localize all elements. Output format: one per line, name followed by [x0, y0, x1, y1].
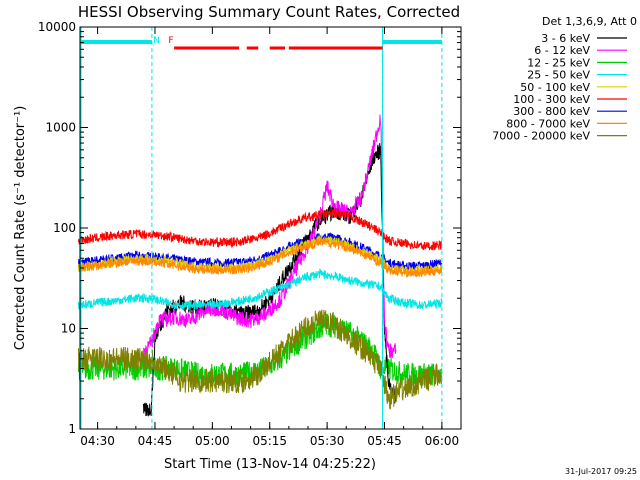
x-tick-label: 05:45 — [367, 434, 402, 448]
chart-title: HESSI Observing Summary Count Rates, Cor… — [78, 3, 460, 21]
legend-label: 100 - 300 keV — [513, 93, 590, 106]
legend-label: 800 - 7000 keV — [506, 117, 590, 130]
date-stamp: 31-Jul-2017 09:25 — [565, 467, 637, 476]
legend-label: 3 - 6 keV — [541, 32, 590, 45]
legend-label: 50 - 100 keV — [520, 81, 590, 94]
y-axis: 1 10 100 1000 10000 — [38, 20, 461, 436]
legend-title: Det 1,3,6,9, Att 0 — [542, 15, 637, 28]
y-tick-label: 10 — [61, 322, 76, 336]
legend-label: 12 - 25 keV — [527, 56, 590, 69]
y-tick-label: 1 — [68, 422, 76, 436]
x-axis: 04:30 04:45 05:00 05:15 05:30 05:45 06:00 — [80, 27, 459, 448]
y-tick-label: 10000 — [38, 20, 76, 34]
series-line — [78, 238, 443, 279]
series-line — [78, 208, 443, 251]
x-tick-label: 05:00 — [195, 434, 230, 448]
y-tick-label: 1000 — [45, 121, 76, 135]
legend-label: 300 - 800 keV — [513, 105, 590, 118]
series-line — [78, 234, 443, 275]
x-tick-label: 04:30 — [80, 434, 115, 448]
series-line — [78, 268, 443, 311]
x-tick-label: 06:00 — [425, 434, 460, 448]
x-axis-label: Start Time (13-Nov-14 04:25:22) — [164, 457, 376, 472]
data-layer — [78, 114, 443, 417]
y-axis-label: Corrected Count Rate (s⁻¹ detector⁻¹) — [13, 106, 28, 351]
legend-label: 7000 - 20000 keV — [492, 130, 590, 143]
flag-label: N — [153, 36, 160, 46]
flag-label: F — [168, 36, 173, 46]
series-line — [143, 114, 397, 358]
y-tick-label: 100 — [53, 221, 76, 235]
series-line — [78, 309, 443, 410]
x-tick-label: 05:30 — [310, 434, 345, 448]
legend-label: 25 - 50 keV — [527, 69, 590, 82]
x-tick-label: 04:45 — [138, 434, 173, 448]
x-tick-label: 05:15 — [252, 434, 287, 448]
legend-label: 6 - 12 keV — [534, 44, 590, 57]
